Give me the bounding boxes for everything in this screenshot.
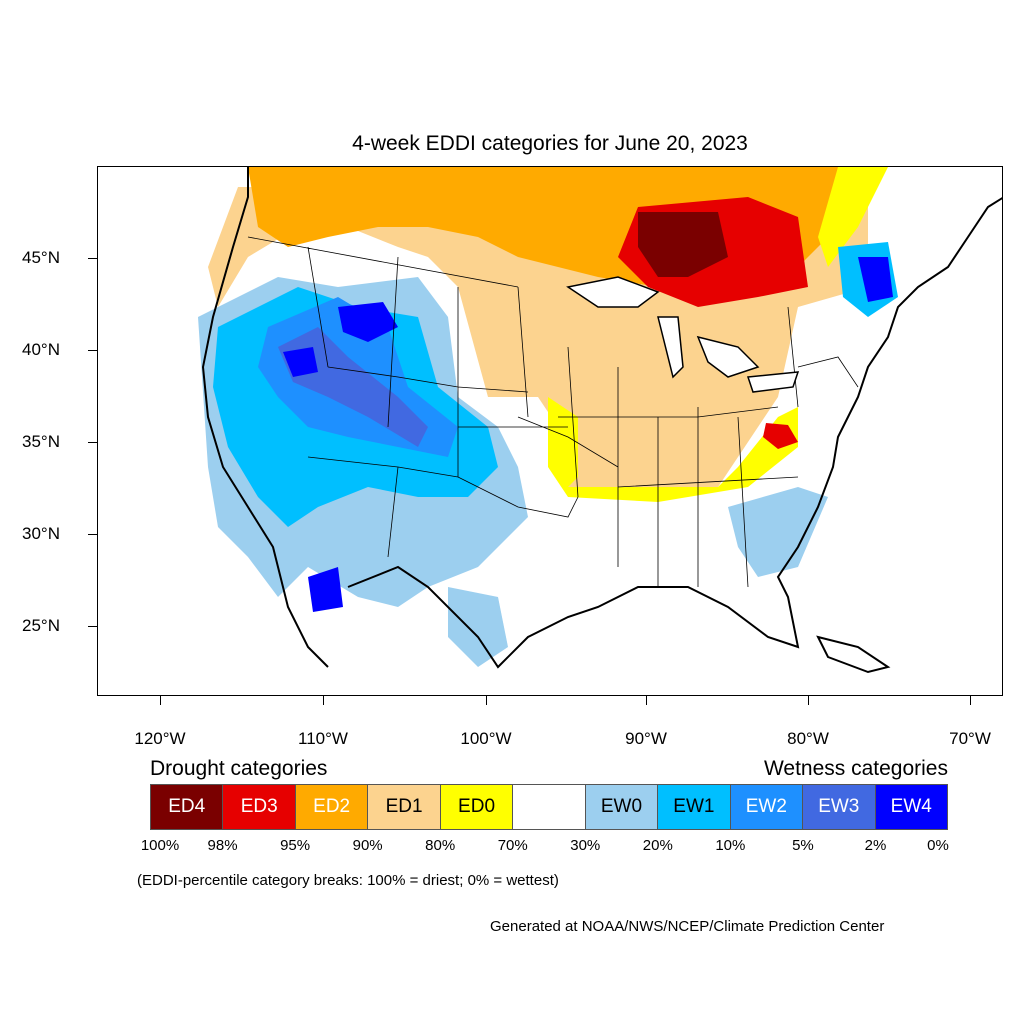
percentile-label: 5%	[792, 837, 814, 854]
legend-cell-neutral	[513, 785, 586, 829]
caribbean-islands	[816, 635, 891, 674]
ew3-region	[278, 327, 428, 447]
eddi-map	[97, 166, 1003, 696]
lat-tick	[88, 534, 97, 535]
lon-tick	[808, 696, 809, 705]
legend-cell-ew4: EW4	[875, 785, 947, 829]
eddi-map-graphic	[198, 167, 1002, 695]
legend-cell-ew1: EW1	[658, 785, 731, 829]
ew4-region-maine	[858, 257, 893, 302]
ew4-region	[338, 302, 398, 342]
map-title: 4-week EDDI categories for June 20, 2023	[352, 132, 748, 155]
percentile-label: 30%	[570, 837, 601, 854]
ew4-region-2	[283, 347, 318, 377]
legend-cell-ed0: ED0	[440, 785, 514, 829]
legend-cell-ed2: ED2	[295, 785, 369, 829]
percentile-label: 95%	[280, 837, 311, 854]
legend-cell-ew2: EW2	[730, 785, 804, 829]
lon-tick	[323, 696, 324, 705]
lat-tick	[88, 442, 97, 443]
lon-label: 90°W	[625, 729, 667, 748]
ew4-region-3	[308, 567, 343, 612]
lon-label: 80°W	[787, 729, 829, 748]
category-note: (EDDI-percentile category breaks: 100% =…	[137, 872, 559, 889]
state-borders	[247, 236, 859, 588]
ew0-region-texas	[448, 587, 508, 667]
great-lakes	[566, 276, 800, 393]
lon-tick	[486, 696, 487, 705]
legend-cell-ed1: ED1	[368, 785, 441, 829]
credit-line: Generated at NOAA/NWS/NCEP/Climate Predi…	[490, 918, 885, 935]
lat-label: 25°N	[22, 616, 60, 635]
percentile-label: 0%	[927, 837, 949, 854]
lon-label: 70°W	[949, 729, 991, 748]
lat-tick	[88, 626, 97, 627]
legend-cell-ew0: EW0	[585, 785, 659, 829]
percentile-label: 98%	[207, 837, 238, 854]
lon-tick	[646, 696, 647, 705]
lat-label: 45°N	[22, 248, 60, 267]
percentile-label: 100%	[140, 837, 180, 854]
ed0-region-east	[548, 397, 798, 502]
legend-cell-ew3: EW3	[803, 785, 876, 829]
percentile-label: 2%	[864, 837, 887, 854]
percentile-label: 70%	[497, 837, 528, 854]
drought-heading: Drought categories	[150, 757, 328, 780]
ed0-region-north	[818, 167, 888, 267]
percentile-label: 90%	[352, 837, 383, 854]
percentile-label: 80%	[425, 837, 456, 854]
ed3-region-virginia	[763, 423, 798, 449]
lat-label: 30°N	[22, 524, 60, 543]
lon-tick	[160, 696, 161, 705]
percentile-label: 20%	[642, 837, 673, 854]
lat-tick	[88, 258, 97, 259]
legend-color-bar: ED4 ED3 ED2 ED1 ED0 EW0 EW1 EW2 EW3 EW4	[150, 784, 948, 830]
percentile-label: 10%	[715, 837, 746, 854]
lat-label: 35°N	[22, 432, 60, 451]
lon-label: 120°W	[134, 729, 186, 748]
ew0-region-southeast	[728, 487, 828, 577]
lon-label: 110°W	[298, 729, 348, 748]
lon-tick	[970, 696, 971, 705]
lat-label: 40°N	[22, 340, 60, 359]
coastline	[201, 167, 1002, 669]
legend-cell-ed3: ED3	[223, 785, 296, 829]
ed4-region	[638, 212, 728, 277]
lon-label: 100°W	[460, 729, 512, 748]
legend-cell-ed4: ED4	[151, 785, 224, 829]
lat-tick	[88, 350, 97, 351]
wetness-heading: Wetness categories	[763, 757, 948, 780]
